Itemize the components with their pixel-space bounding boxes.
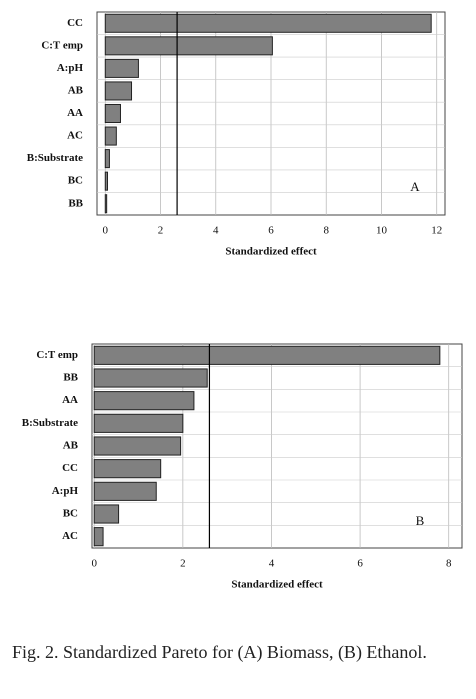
bar xyxy=(93,504,120,524)
y-tick-label: AA xyxy=(67,107,83,119)
y-tick-label: AB xyxy=(63,440,79,452)
x-tick-label: 8 xyxy=(446,558,452,570)
y-tick-label: C:T emp xyxy=(36,349,78,361)
bar xyxy=(104,58,139,78)
x-axis-label: Standardized effect xyxy=(225,246,317,258)
bar xyxy=(93,481,157,501)
bar xyxy=(104,126,117,146)
bar xyxy=(93,345,441,365)
x-tick-label: 12 xyxy=(431,225,442,237)
bar xyxy=(104,103,121,124)
y-tick-label: A:pH xyxy=(52,485,79,497)
panel-label: A xyxy=(410,179,420,194)
bar xyxy=(93,436,182,456)
bar xyxy=(93,368,208,388)
x-tick-label: 0 xyxy=(91,558,97,570)
y-tick-label: AC xyxy=(67,130,83,142)
bar xyxy=(93,527,104,547)
y-tick-label: B:Substrate xyxy=(22,417,78,429)
y-tick-label: BC xyxy=(63,508,78,520)
bar xyxy=(104,13,432,33)
bar xyxy=(93,459,162,479)
x-tick-label: 2 xyxy=(158,225,164,237)
y-tick-label: CC xyxy=(67,17,83,29)
x-tick-label: 4 xyxy=(269,558,275,570)
y-tick-label: CC xyxy=(62,462,78,474)
y-tick-label: AC xyxy=(62,530,78,542)
bar xyxy=(93,391,195,411)
x-tick-label: 0 xyxy=(103,225,109,237)
x-tick-label: 8 xyxy=(323,225,329,237)
y-tick-label: BC xyxy=(68,175,83,187)
bar xyxy=(104,194,108,214)
x-tick-label: 10 xyxy=(376,225,388,237)
y-tick-label: A:pH xyxy=(57,62,84,74)
y-tick-label: B:Substrate xyxy=(27,152,83,164)
y-tick-label: BB xyxy=(68,197,83,209)
x-tick-label: 6 xyxy=(268,225,274,237)
x-axis-label: Standardized effect xyxy=(231,579,323,591)
bar xyxy=(104,81,133,101)
bar xyxy=(104,36,273,56)
plot-area xyxy=(91,343,463,549)
bar xyxy=(104,171,108,191)
y-tick-label: AB xyxy=(68,84,84,96)
y-tick-label: C:T emp xyxy=(41,39,83,51)
x-tick-label: 2 xyxy=(180,558,186,570)
x-tick-label: 4 xyxy=(213,225,219,237)
y-tick-label: BB xyxy=(63,372,78,384)
bar xyxy=(104,149,110,169)
y-tick-label: AA xyxy=(62,394,78,406)
panel-label: B xyxy=(416,513,425,528)
x-tick-label: 6 xyxy=(357,558,363,570)
caption: Fig. 2. Standardized Pareto for (A) Biom… xyxy=(12,642,427,662)
bar xyxy=(93,413,184,433)
